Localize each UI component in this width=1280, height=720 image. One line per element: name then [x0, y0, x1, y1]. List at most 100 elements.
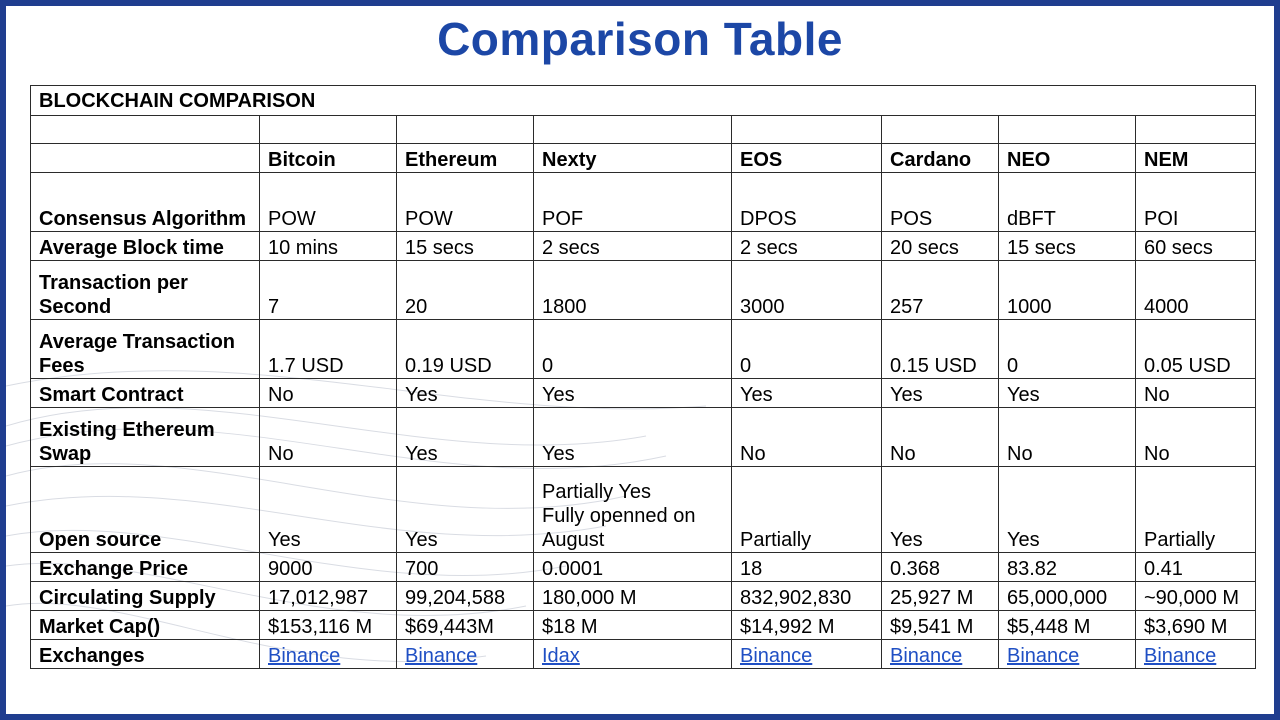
column-header-bitcoin: Bitcoin: [259, 143, 397, 173]
comparison-table: BLOCKCHAIN COMPARISON Bitcoin Ethereum N…: [29, 85, 1257, 669]
table-cell: POF: [533, 172, 732, 232]
exchange-link[interactable]: Binance: [1007, 645, 1080, 667]
table-cell: 3000: [731, 260, 882, 320]
row-label-average-transaction-fees: Average Transaction Fees: [30, 319, 260, 379]
exchange-link[interactable]: Binance: [1144, 645, 1217, 667]
table-cell: 0: [533, 319, 732, 379]
table-cell: $3,690 M: [1134, 610, 1257, 640]
table-cell: Yes: [533, 378, 732, 408]
table-cell: No: [881, 407, 999, 467]
multiline-cell-text: Partially Yes Fully openned on August: [542, 481, 696, 551]
column-header-ethereum: Ethereum: [396, 143, 534, 173]
page-title: Comparison Table: [437, 13, 843, 65]
table-row-existing-ethereum-swap: Existing Ethereum Swap No Yes Yes No No No No: [30, 407, 1257, 467]
table-cell: 2 secs: [533, 231, 732, 261]
exchange-link[interactable]: Binance: [268, 645, 341, 667]
row-label-smart-contract: Smart Contract: [30, 378, 260, 408]
table-cell: No: [259, 378, 397, 408]
table-cell: Partially: [1134, 466, 1257, 553]
table-cell: 18: [731, 552, 882, 582]
table-cell: Idax: [533, 639, 732, 669]
table-cell: DPOS: [731, 172, 882, 232]
table-cell: 65,000,000: [998, 581, 1136, 611]
table-cell: ~90,000 M: [1134, 581, 1257, 611]
table-cell: 0: [998, 319, 1136, 379]
row-label-consensus-algorithm: Consensus Algorithm: [30, 172, 260, 232]
table-caption: BLOCKCHAIN COMPARISON: [29, 85, 1257, 116]
row-label-exchange-price: Exchange Price: [30, 552, 260, 582]
table-cell: Binance: [998, 639, 1136, 669]
column-header-cardano: Cardano: [881, 143, 999, 173]
table-cell: Binance: [396, 639, 534, 669]
table-cell: Yes: [396, 378, 534, 408]
column-header-neo: NEO: [998, 143, 1136, 173]
table-cell: $153,116 M: [259, 610, 397, 640]
row-label-existing-ethereum-swap: Existing Ethereum Swap: [30, 407, 260, 467]
table-cell: 180,000 M: [533, 581, 732, 611]
table-cell: POI: [1134, 172, 1257, 232]
table-cell: 25,927 M: [881, 581, 999, 611]
column-header-row: Bitcoin Ethereum Nexty EOS Cardano NEO N…: [30, 143, 1257, 173]
table-row-transaction-per-second: Transaction per Second 7 20 1800 3000 257 1000…: [30, 260, 1257, 320]
row-label-transaction-per-second: Transaction per Second: [30, 260, 260, 320]
table-cell: 83.82: [998, 552, 1136, 582]
exchange-link[interactable]: Binance: [740, 645, 813, 667]
table-cell: 20 secs: [881, 231, 999, 261]
table-cell: Yes: [881, 378, 999, 408]
column-header-eos: EOS: [731, 143, 882, 173]
corner-cell: [30, 143, 260, 173]
row-label-average-block-time: Average Block time: [30, 231, 260, 261]
row-label-open-source: Open source: [30, 466, 260, 553]
table-cell: 20: [396, 260, 534, 320]
table-cell: 700: [396, 552, 534, 582]
table-row-exchanges: Exchanges Binance Binance Idax Binance Binanc…: [30, 639, 1257, 669]
table-cell: No: [259, 407, 397, 467]
table-row-circulating-supply: Circulating Supply 17,012,987 99,204,588 18…: [30, 581, 1257, 611]
table-cell: Yes: [259, 466, 397, 553]
exchange-link[interactable]: Binance: [890, 645, 963, 667]
table-row-market-cap: Market Cap() $153,116 M $69,443M $18 M $14,9…: [30, 610, 1257, 640]
column-header-nexty: Nexty: [533, 143, 732, 173]
blank-cell: [533, 115, 732, 144]
table-cell: 15 secs: [396, 231, 534, 261]
table-cell: POS: [881, 172, 999, 232]
table-cell: $14,992 M: [731, 610, 882, 640]
table-cell: Binance: [881, 639, 999, 669]
exchange-link[interactable]: Binance: [405, 645, 478, 667]
table-cell: Binance: [731, 639, 882, 669]
table-cell: Yes: [396, 407, 534, 467]
table-cell: $9,541 M: [881, 610, 999, 640]
table-cell: 1000: [998, 260, 1136, 320]
table-cell: 0.368: [881, 552, 999, 582]
table-cell: $69,443M: [396, 610, 534, 640]
table-cell: 832,902,830: [731, 581, 882, 611]
blank-cell: [396, 115, 534, 144]
table-cell: 10 mins: [259, 231, 397, 261]
table-row-average-block-time: Average Block time 10 mins 15 secs 2 secs 2 …: [30, 231, 1257, 261]
slide: Comparison Table BLOCKCHAIN COMPARISON B…: [6, 6, 1274, 714]
table-cell: 257: [881, 260, 999, 320]
exchange-link[interactable]: Idax: [542, 645, 580, 667]
table-cell: POW: [396, 172, 534, 232]
table-row-smart-contract: Smart Contract No Yes Yes Yes Yes Yes No: [30, 378, 1257, 408]
table-cell: 1.7 USD: [259, 319, 397, 379]
table-cell: 15 secs: [998, 231, 1136, 261]
blank-cell: [259, 115, 397, 144]
table-cell: 4000: [1134, 260, 1257, 320]
table-cell: Yes: [533, 407, 732, 467]
table-cell: Binance: [259, 639, 397, 669]
row-label-market-cap: Market Cap(): [30, 610, 260, 640]
table-cell: 0.19 USD: [396, 319, 534, 379]
table-cell: No: [1134, 378, 1257, 408]
table-cell: Yes: [998, 466, 1136, 553]
table-cell: 1800: [533, 260, 732, 320]
row-label-circulating-supply: Circulating Supply: [30, 581, 260, 611]
table-cell: 0.0001: [533, 552, 732, 582]
table-cell: 0.05 USD: [1134, 319, 1257, 379]
table-cell: No: [1134, 407, 1257, 467]
blank-cell: [881, 115, 999, 144]
table-cell: Yes: [998, 378, 1136, 408]
table-row-consensus-algorithm: Consensus Algorithm POW POW POF DPOS POS dBFT P…: [30, 172, 1257, 232]
table-cell: 2 secs: [731, 231, 882, 261]
table-cell: 0: [731, 319, 882, 379]
